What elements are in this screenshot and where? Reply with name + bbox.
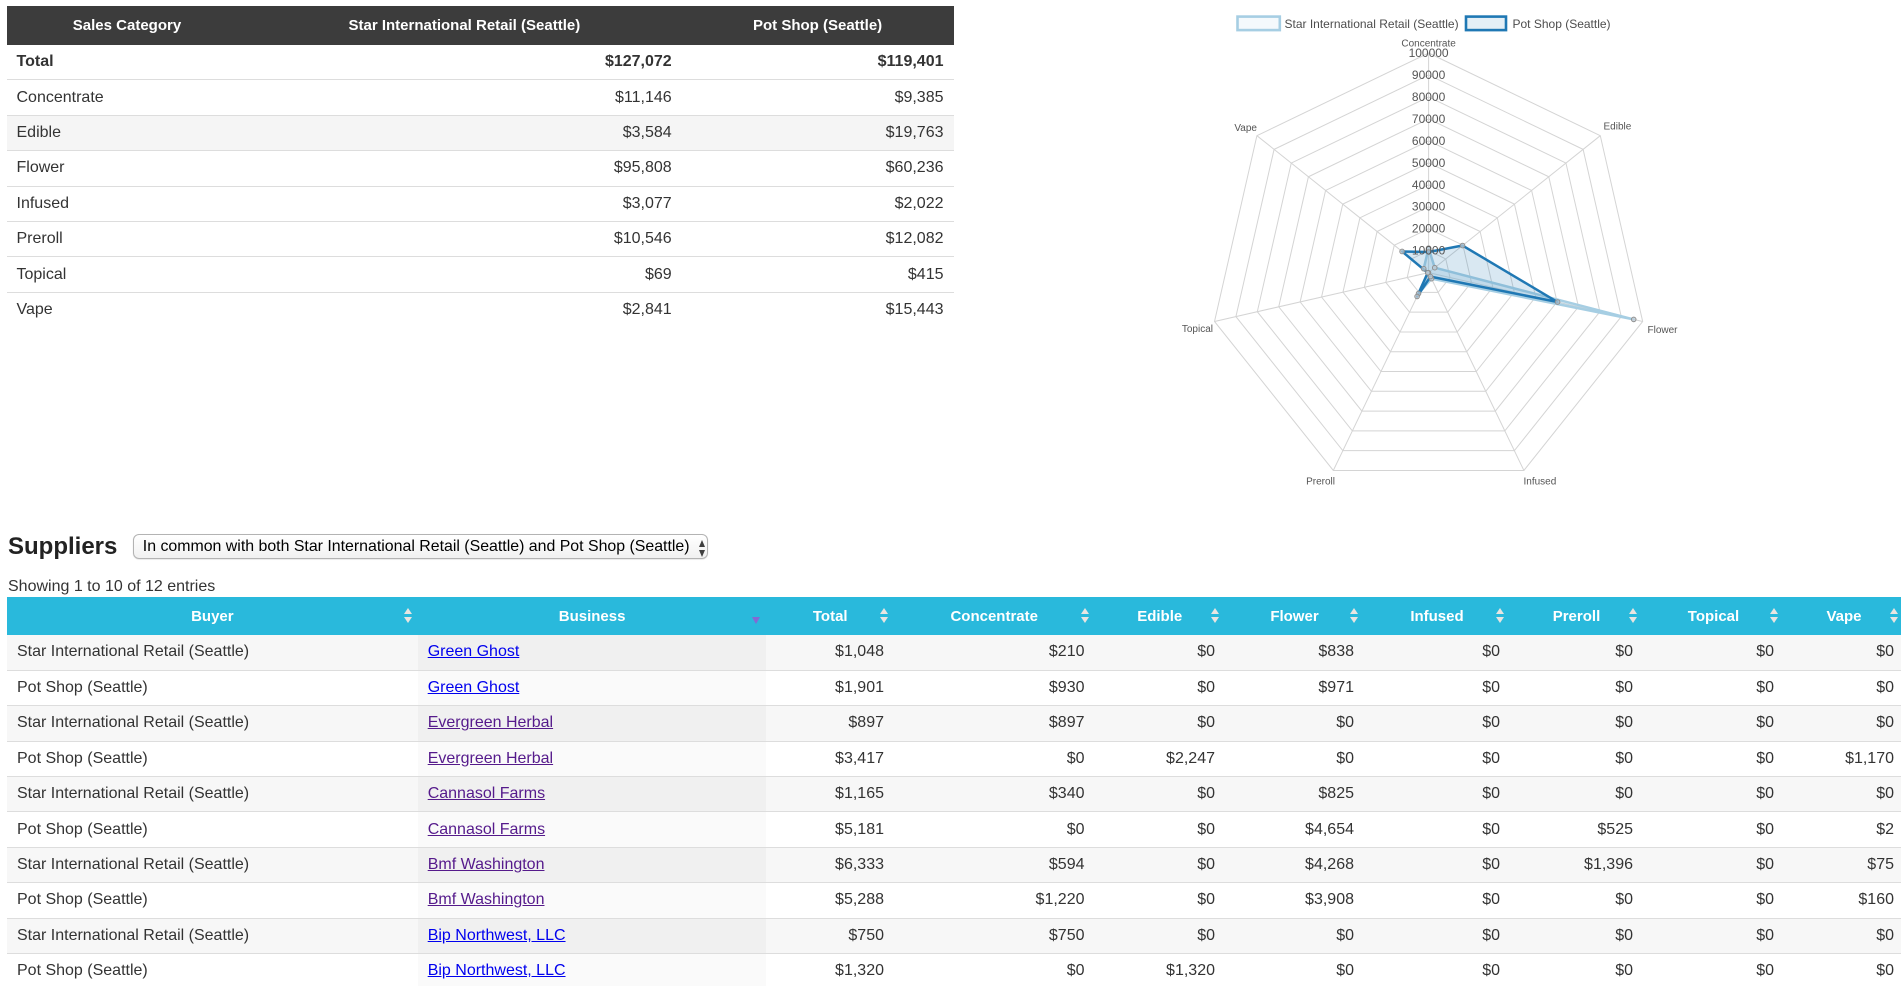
svg-text:Star International Retail (Sea: Star International Retail (Seattle) [1285,17,1459,31]
svg-text:100000: 100000 [1409,46,1449,60]
svg-text:30000: 30000 [1412,200,1446,214]
svg-text:Infused: Infused [1524,477,1557,488]
svg-text:80000: 80000 [1412,90,1446,104]
svg-text:50000: 50000 [1412,156,1446,170]
svg-text:Concentrate: Concentrate [1401,39,1456,50]
svg-text:40000: 40000 [1412,178,1446,192]
svg-text:Flower: Flower [1648,325,1679,336]
svg-text:20000: 20000 [1412,222,1446,236]
svg-text:Pot Shop (Seattle): Pot Shop (Seattle) [1513,17,1611,31]
svg-text:Edible: Edible [1604,121,1632,132]
svg-text:Preroll: Preroll [1306,477,1335,488]
svg-text:Vape: Vape [1234,123,1257,134]
svg-text:70000: 70000 [1412,112,1446,126]
svg-text:90000: 90000 [1412,68,1446,82]
svg-text:10000: 10000 [1412,244,1446,258]
svg-text:Topical: Topical [1182,324,1213,335]
svg-text:60000: 60000 [1412,134,1446,148]
